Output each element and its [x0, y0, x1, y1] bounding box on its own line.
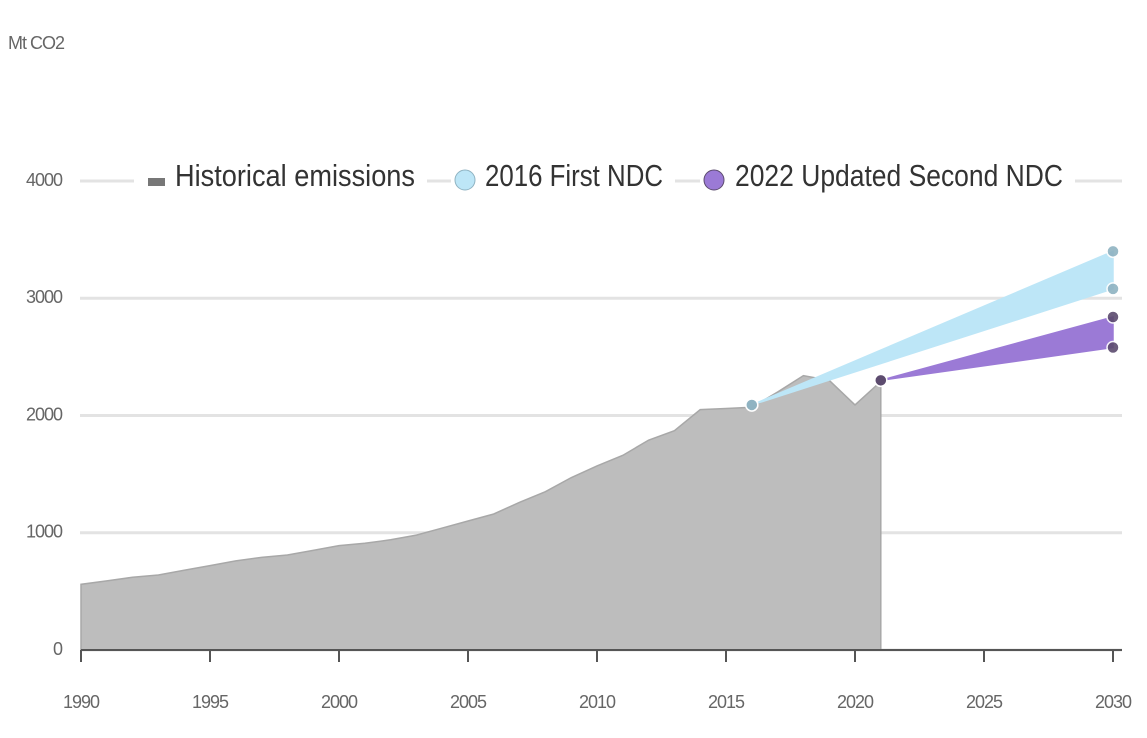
y-tick-label: 4000: [26, 170, 63, 190]
y-tick-label: 1000: [26, 522, 63, 542]
x-tick-label: 2000: [321, 692, 358, 712]
y-tick-label: 3000: [26, 287, 63, 307]
x-tick-label: 1990: [63, 692, 100, 712]
ndc-marker: [1106, 282, 1120, 296]
area: [80, 374, 882, 651]
x-tick-label: 2030: [1095, 692, 1132, 712]
y-tick-label: 2000: [26, 404, 63, 424]
ndc-marker: [874, 373, 888, 388]
ndc-marker: [745, 398, 759, 412]
legend-label: 2016 First NDC: [485, 158, 663, 193]
ndc-marker: [1106, 310, 1120, 324]
legend-bg: [451, 156, 675, 200]
ndc-marker: [1106, 244, 1120, 259]
x-tick-label: 2010: [579, 692, 616, 712]
legend-bg: [700, 156, 1075, 200]
ndc-band: [751, 250, 1114, 406]
legend-swatch: [148, 178, 165, 186]
legend-swatch: [454, 169, 476, 191]
legend-swatch: [703, 169, 725, 191]
legend-bg: [134, 156, 427, 200]
x-tick-label: 2015: [708, 692, 745, 712]
ndc-band: [880, 316, 1114, 382]
x-tick-label: 2025: [966, 692, 1003, 712]
x-tick-label: 2005: [450, 692, 487, 712]
x-tick-label: 1995: [192, 692, 229, 712]
y-tick-label: 0: [53, 639, 63, 659]
legend-label: Historical emissions: [175, 158, 415, 193]
y-axis-label: Mt CO2: [8, 33, 65, 53]
ndc-marker: [1106, 340, 1120, 355]
x-tick-label: 2020: [837, 692, 874, 712]
legend-label: 2022 Updated Second NDC: [735, 158, 1063, 193]
